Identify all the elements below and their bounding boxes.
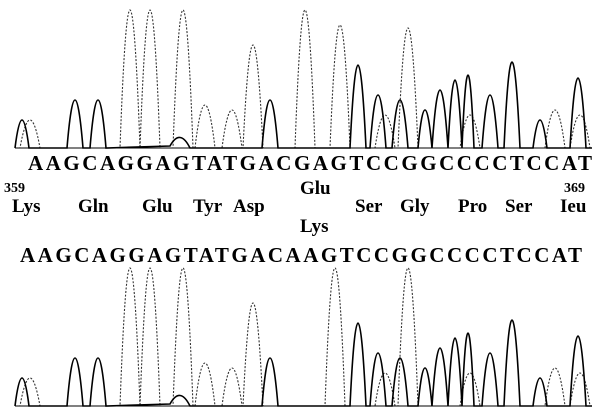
bottom-traces [15, 268, 592, 406]
residue: Glu [142, 196, 173, 217]
residue: Ieu [560, 196, 587, 217]
variant-residue-lower: Lys [300, 216, 329, 237]
trace-dotted [15, 268, 590, 406]
last-residue-number: 369 [564, 181, 585, 196]
residue: Gly [400, 196, 430, 217]
residue: Lys [12, 196, 41, 217]
variant-residue-upper: Glu [300, 178, 331, 199]
first-residue-number: 359 [4, 181, 25, 196]
trace-solid [15, 62, 592, 148]
top-traces [15, 10, 592, 148]
residue: Asp [233, 196, 265, 217]
trace-dotted [15, 10, 590, 148]
residue: Ser [505, 196, 533, 217]
chromatogram-figure: AAGCAGGAGTATGACGAGTCCGGCCCCTCCAT 359 369… [0, 0, 599, 412]
top-sequence: AAGCAGGAGTATGACGAGTCCGGCCCCTCCAT [28, 151, 592, 175]
residue: Tyr [193, 196, 223, 217]
residue: Ser [355, 196, 383, 217]
residue: Pro [458, 196, 487, 217]
trace-solid [15, 320, 592, 406]
bottom-sequence: AAGCAGGAGTATGACAAGTCCGGCCCCTCCAT [20, 243, 582, 267]
residue: Gln [78, 196, 109, 217]
